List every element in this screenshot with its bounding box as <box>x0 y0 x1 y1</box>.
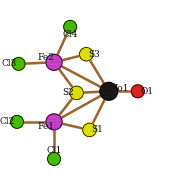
Circle shape <box>48 153 61 165</box>
Circle shape <box>46 114 62 130</box>
Circle shape <box>80 47 93 61</box>
Circle shape <box>11 115 23 128</box>
Circle shape <box>83 123 96 137</box>
Text: Cl1: Cl1 <box>46 146 62 155</box>
Text: Cl3: Cl3 <box>1 59 16 68</box>
Circle shape <box>46 54 62 70</box>
Text: Mo1: Mo1 <box>108 84 129 93</box>
Circle shape <box>70 86 83 100</box>
Text: Fe1: Fe1 <box>38 122 55 131</box>
Circle shape <box>12 57 25 70</box>
Circle shape <box>64 20 77 33</box>
Text: Cl4: Cl4 <box>62 30 78 40</box>
Circle shape <box>100 82 118 100</box>
Text: O1: O1 <box>140 87 153 96</box>
Text: Cl2: Cl2 <box>0 117 15 126</box>
Text: S2: S2 <box>63 88 74 97</box>
Text: Fe2: Fe2 <box>38 53 54 62</box>
Text: S3: S3 <box>88 50 100 59</box>
Circle shape <box>131 85 144 98</box>
Text: S1: S1 <box>92 125 104 134</box>
